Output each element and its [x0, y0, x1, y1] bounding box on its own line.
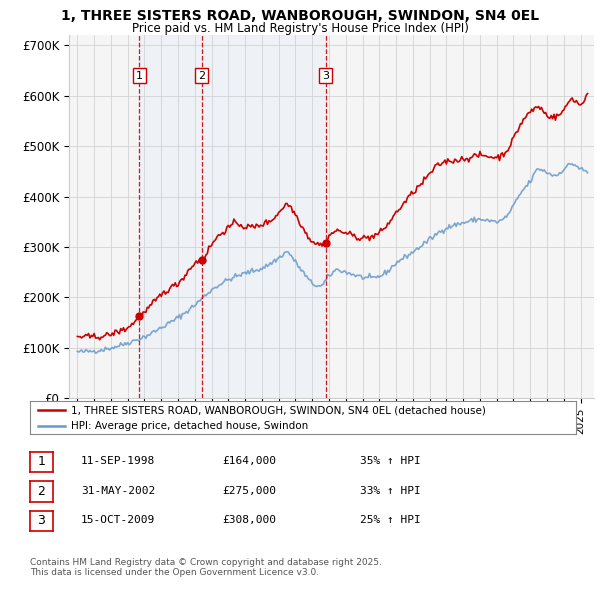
Text: 3: 3 — [37, 514, 46, 527]
Text: 1: 1 — [37, 455, 46, 468]
Text: £308,000: £308,000 — [222, 516, 276, 525]
Text: 1, THREE SISTERS ROAD, WANBOROUGH, SWINDON, SN4 0EL (detached house): 1, THREE SISTERS ROAD, WANBOROUGH, SWIND… — [71, 405, 486, 415]
Text: £275,000: £275,000 — [222, 486, 276, 496]
Text: 2: 2 — [37, 485, 46, 498]
Text: 33% ↑ HPI: 33% ↑ HPI — [360, 486, 421, 496]
Text: £164,000: £164,000 — [222, 457, 276, 466]
Bar — [202, 35, 326, 398]
Text: Contains HM Land Registry data © Crown copyright and database right 2025.
This d: Contains HM Land Registry data © Crown c… — [30, 558, 382, 577]
Text: 25% ↑ HPI: 25% ↑ HPI — [360, 516, 421, 525]
Text: 1, THREE SISTERS ROAD, WANBOROUGH, SWINDON, SN4 0EL: 1, THREE SISTERS ROAD, WANBOROUGH, SWIND… — [61, 9, 539, 23]
Bar — [139, 35, 202, 398]
Text: 11-SEP-1998: 11-SEP-1998 — [81, 457, 155, 466]
Text: 1: 1 — [136, 71, 143, 81]
Text: HPI: Average price, detached house, Swindon: HPI: Average price, detached house, Swin… — [71, 421, 308, 431]
Text: 15-OCT-2009: 15-OCT-2009 — [81, 516, 155, 525]
Text: 2: 2 — [198, 71, 205, 81]
Text: 35% ↑ HPI: 35% ↑ HPI — [360, 457, 421, 466]
Text: Price paid vs. HM Land Registry's House Price Index (HPI): Price paid vs. HM Land Registry's House … — [131, 22, 469, 35]
Text: 31-MAY-2002: 31-MAY-2002 — [81, 486, 155, 496]
Text: 3: 3 — [322, 71, 329, 81]
